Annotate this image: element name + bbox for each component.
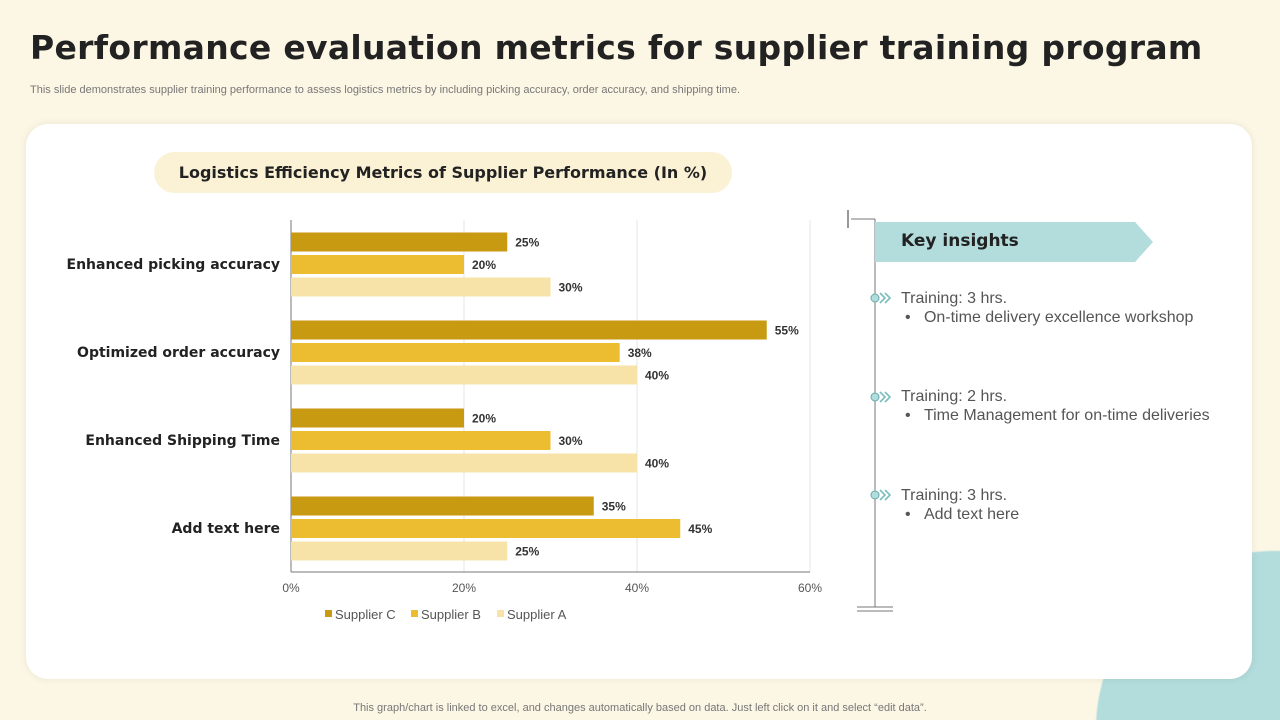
data-label: 55% [775, 324, 799, 338]
data-label: 30% [559, 434, 583, 448]
data-label: 35% [602, 500, 626, 514]
timeline-dot-icon [870, 392, 880, 402]
legend-swatch [411, 610, 418, 617]
chart-title: Logistics Efficiency Metrics of Supplier… [154, 152, 732, 193]
data-label: 30% [559, 281, 583, 295]
insight-item: Training: 3 hrs. • Add text here [901, 486, 1019, 524]
category-label: Enhanced picking accuracy [67, 257, 280, 273]
footer-note: This graph/chart is linked to excel, and… [353, 702, 927, 714]
bar [291, 343, 620, 362]
insight-bullet: • On-time delivery excellence workshop [905, 309, 1194, 326]
bar [291, 365, 637, 385]
chevron-right-icon [879, 489, 892, 501]
insight-bullet: • Time Management for on-time deliveries [905, 407, 1210, 424]
bar [291, 453, 637, 473]
data-label: 38% [628, 346, 652, 360]
chevron-right-icon [879, 292, 892, 304]
x-tick-label: 20% [452, 581, 476, 595]
data-label: 40% [645, 457, 669, 471]
x-tick-label: 0% [282, 581, 300, 595]
bar [291, 519, 681, 538]
insight-bullet-text: On-time delivery excellence workshop [923, 309, 1194, 326]
insight-bullet-text: Add text here [923, 506, 1020, 523]
bar [291, 320, 767, 340]
x-tick-label: 60% [798, 581, 822, 595]
bar [291, 277, 551, 297]
data-label: 40% [645, 369, 669, 383]
legend-swatch [325, 610, 332, 617]
key-insights-banner: Key insights [875, 222, 1153, 262]
legend-swatch [497, 610, 504, 617]
legend-label: Supplier C [335, 607, 396, 622]
page-title: Performance evaluation metrics for suppl… [30, 28, 1203, 67]
content-card [26, 124, 1252, 679]
bar [291, 408, 464, 428]
legend-label: Supplier A [507, 607, 567, 622]
x-tick-label: 40% [625, 581, 649, 595]
page-subtitle: This slide demonstrates supplier trainin… [30, 84, 741, 96]
insight-item: Training: 2 hrs. • Time Management for on… [901, 387, 1210, 425]
legend-label: Supplier B [421, 607, 481, 622]
data-label: 20% [472, 258, 496, 272]
insight-title: Training: 3 hrs. [901, 487, 1008, 504]
insight-title: Training: 3 hrs. [901, 290, 1008, 307]
data-label: 25% [515, 236, 539, 250]
data-label: 20% [472, 412, 496, 426]
category-label: Optimized order accuracy [77, 345, 280, 361]
insight-title: Training: 2 hrs. [901, 388, 1008, 405]
key-insights-heading: Key insights [901, 231, 1019, 251]
insight-bullet-text: Time Management for on-time deliveries [923, 407, 1210, 424]
chevron-right-icon [879, 391, 892, 403]
bar [291, 255, 464, 274]
timeline-dot-icon [870, 490, 880, 500]
category-label: Add text here [172, 521, 280, 537]
bar [291, 496, 594, 516]
category-label: Enhanced Shipping Time [85, 433, 280, 449]
bar [291, 232, 508, 252]
data-label: 25% [515, 545, 539, 559]
bar [291, 541, 508, 561]
bar [291, 431, 551, 450]
timeline-dot-icon [870, 293, 880, 303]
insight-item: Training: 3 hrs. • On-time delivery excel… [901, 289, 1193, 327]
insight-bullet: • Add text here [905, 506, 1020, 523]
data-label: 45% [688, 522, 712, 536]
